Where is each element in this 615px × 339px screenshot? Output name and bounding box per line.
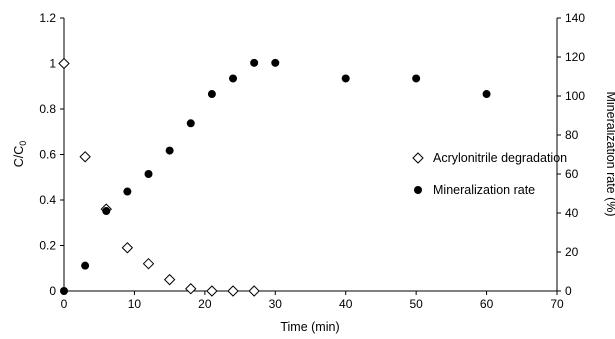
y-right-tick-label: 20	[565, 245, 579, 259]
y-right-tick-label: 40	[565, 206, 579, 220]
y-left-tick-label: 0.2	[39, 239, 56, 253]
degradation-point	[206, 285, 218, 297]
data-marks	[58, 57, 491, 297]
x-tick-label: 10	[128, 297, 142, 311]
x-axis-title: Time (min)	[280, 320, 339, 334]
y-left-tick-label: 0.6	[39, 148, 56, 162]
mineralization-point	[144, 170, 153, 178]
mineralization-point	[60, 287, 68, 295]
legend-marker-circle	[414, 186, 422, 194]
x-tick-label: 0	[61, 297, 68, 311]
legend-label-acrylonitrile: Acrylonitrile degradation	[433, 151, 567, 165]
left-axis-title-main: C/C	[12, 146, 26, 168]
mineralization-point	[102, 207, 111, 216]
left-axis-title-subscript: 0	[18, 141, 28, 146]
tick-labels: 0 10 20 30 40 50 60 7000.20.40.60.811.202040608…	[39, 11, 585, 311]
degradation-point	[248, 285, 260, 297]
left-axis-title: C/C0	[12, 141, 28, 168]
x-tick-label: 60	[480, 297, 494, 311]
legend: Acrylonitrile degradation Mineralization…	[412, 151, 567, 197]
degradation-point	[163, 273, 176, 286]
degradation-point	[142, 257, 155, 270]
degradation-point	[227, 285, 239, 297]
y-right-tick-label: 80	[565, 128, 579, 142]
legend-marker-diamond	[412, 152, 424, 164]
y-right-tick-label: 60	[565, 167, 579, 181]
mineralization-point	[186, 119, 195, 128]
mineralization-point	[412, 74, 421, 83]
y-left-tick-label: 1	[49, 57, 56, 71]
mineralization-point	[229, 74, 238, 83]
mineralization-point	[165, 146, 174, 155]
y-right-tick-label: 140	[565, 11, 585, 25]
degradation-point	[58, 57, 70, 70]
y-left-tick-label: 1.2	[39, 11, 56, 25]
y-right-tick-label: 0	[565, 284, 572, 298]
y-left-tick-label: 0	[49, 284, 56, 298]
y-right-tick-label: 120	[565, 50, 585, 64]
degradation-point	[185, 283, 197, 295]
y-left-tick-label: 0.8	[39, 102, 56, 116]
x-tick-label: 30	[269, 297, 283, 311]
degradation-point	[79, 151, 91, 163]
series-1	[60, 58, 491, 295]
x-tick-label: 20	[198, 297, 212, 311]
degradation-point	[121, 242, 134, 254]
mineralization-point	[271, 58, 280, 67]
mineralization-point	[81, 261, 90, 270]
x-tick-label: 70	[550, 297, 564, 311]
y-right-tick-label: 100	[565, 89, 585, 103]
mineralization-point	[482, 90, 491, 99]
x-tick-label: 50	[409, 297, 423, 311]
mineralization-point	[123, 187, 132, 196]
series-0	[58, 57, 260, 297]
right-axis-title: Mineralization rate (%)	[604, 91, 615, 216]
mineralization-point	[250, 58, 259, 67]
mineralization-point	[341, 74, 350, 83]
x-tick-label: 40	[339, 297, 353, 311]
legend-label-mineralization: Mineralization rate	[433, 183, 535, 197]
mineralization-point	[207, 90, 216, 99]
y-left-tick-label: 0.4	[39, 193, 56, 207]
